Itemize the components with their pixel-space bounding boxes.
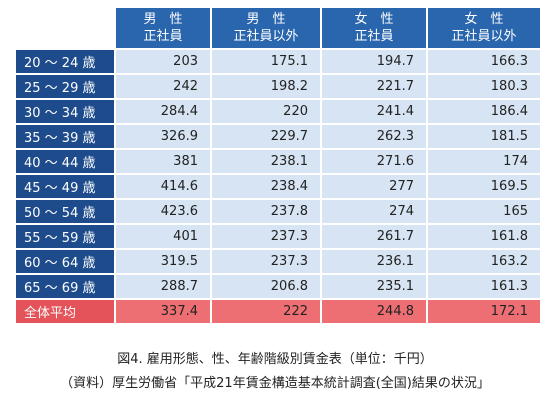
cell-value: 277 xyxy=(320,173,428,200)
cell-value: 236.1 xyxy=(320,248,428,275)
cell-value: 319.5 xyxy=(114,248,212,275)
row-label: 40 ～ 44 歳 xyxy=(14,148,116,175)
header-line: 正社員以外 xyxy=(233,29,299,44)
caption: 図4. 雇用形態、性、年齢階級別賃金表（単位：千円） xyxy=(117,352,433,367)
cell-value: 181.5 xyxy=(426,123,542,150)
cell-value: 241.4 xyxy=(320,98,428,125)
cell-value: 284.4 xyxy=(114,98,212,125)
cell-value: 161.3 xyxy=(426,273,542,300)
row-label: 25 ～ 29 歳 xyxy=(14,73,116,100)
table-row: 55 ～ 59 歳 401 237.3 261.7 161.8 xyxy=(14,223,542,250)
column-header: 女 性正社員以外 xyxy=(426,6,542,50)
cell-value: 163.2 xyxy=(426,248,542,275)
cell-value: 221.7 xyxy=(320,73,428,100)
cell-value: 198.2 xyxy=(210,73,322,100)
cell-value: 175.1 xyxy=(210,48,322,75)
cell-value: 174 xyxy=(426,148,542,175)
header-row: 男 性正社員男 性正社員以外女 性正社員女 性正社員以外 xyxy=(14,6,542,50)
header-line: 女 性 xyxy=(354,12,394,27)
row-label: 50 ～ 54 歳 xyxy=(14,198,116,225)
cell-value: 180.3 xyxy=(426,73,542,100)
row-label: 30 ～ 34 歳 xyxy=(14,98,116,125)
cell-value: 237.3 xyxy=(210,223,322,250)
cell-value: 165 xyxy=(426,198,542,225)
cell-value: 194.7 xyxy=(320,48,428,75)
row-label: 35 ～ 39 歳 xyxy=(14,123,116,150)
header-line: 正社員 xyxy=(354,29,394,44)
cell-value: 288.7 xyxy=(114,273,212,300)
header-line: 女 性 xyxy=(464,12,504,27)
cell-value: 220 xyxy=(210,98,322,125)
table-row: 20 ～ 24 歳 203 175.1 194.7 166.3 xyxy=(14,48,542,75)
corner-cell xyxy=(14,6,116,50)
column-header: 男 性正社員以外 xyxy=(210,6,322,50)
cell-value: 229.7 xyxy=(210,123,322,150)
cell-value: 326.9 xyxy=(114,123,212,150)
cell-value: 423.6 xyxy=(114,198,212,225)
table-row: 65 ～ 69 歳 288.7 206.8 235.1 161.3 xyxy=(14,273,542,300)
table-row: 45 ～ 49 歳 414.6 238.4 277 169.5 xyxy=(14,173,542,200)
cell-value: 242 xyxy=(114,73,212,100)
cell-value: 401 xyxy=(114,223,212,250)
table-row: 60 ～ 64 歳 319.5 237.3 236.1 163.2 xyxy=(14,248,542,275)
cell-value: 186.4 xyxy=(426,98,542,125)
row-label: 60 ～ 64 歳 xyxy=(14,248,116,275)
cell-value: 271.6 xyxy=(320,148,428,175)
cell-value: 238.1 xyxy=(210,148,322,175)
table-row: 40 ～ 44 歳 381 238.1 271.6 174 xyxy=(14,148,542,175)
cell-value: 244.8 xyxy=(320,298,428,325)
cell-value: 262.3 xyxy=(320,123,428,150)
cell-value: 169.5 xyxy=(426,173,542,200)
cell-value: 206.8 xyxy=(210,273,322,300)
cell-value: 414.6 xyxy=(114,173,212,200)
header-line: 正社員 xyxy=(143,29,183,44)
cell-value: 161.8 xyxy=(426,223,542,250)
cell-value: 237.3 xyxy=(210,248,322,275)
table-row: 50 ～ 54 歳 423.6 237.8 274 165 xyxy=(14,198,542,225)
cell-value: 381 xyxy=(114,148,212,175)
table-row: 30 ～ 34 歳 284.4 220 241.4 186.4 xyxy=(14,98,542,125)
source: （資料）厚生労働省「平成21年賃金構造基本統計調査(全国)結果の状況」 xyxy=(60,376,490,391)
cell-value: 261.7 xyxy=(320,223,428,250)
cell-value: 337.4 xyxy=(114,298,212,325)
row-label: 55 ～ 59 歳 xyxy=(14,223,116,250)
column-header: 男 性正社員 xyxy=(114,6,212,50)
cell-value: 222 xyxy=(210,298,322,325)
cell-value: 238.4 xyxy=(210,173,322,200)
row-label: 全体平均 xyxy=(14,298,116,325)
cell-value: 166.3 xyxy=(426,48,542,75)
header-line: 男 性 xyxy=(246,12,286,27)
row-label: 45 ～ 49 歳 xyxy=(14,173,116,200)
row-label: 65 ～ 69 歳 xyxy=(14,273,116,300)
table-body: 20 ～ 24 歳 203 175.1 194.7 166.3 25 ～ 29 歳 242 1… xyxy=(14,48,542,325)
cell-value: 235.1 xyxy=(320,273,428,300)
cell-value: 172.1 xyxy=(426,298,542,325)
cell-value: 203 xyxy=(114,48,212,75)
wage-table: 男 性正社員男 性正社員以外女 性正社員女 性正社員以外 20 ～ 24 歳 20… xyxy=(14,6,542,325)
row-label: 20 ～ 24 歳 xyxy=(14,48,116,75)
header-line: 男 性 xyxy=(143,12,183,27)
column-header: 女 性正社員 xyxy=(320,6,428,50)
header-line: 正社員以外 xyxy=(451,29,517,44)
table-row: 25 ～ 29 歳 242 198.2 221.7 180.3 xyxy=(14,73,542,100)
cell-value: 274 xyxy=(320,198,428,225)
cell-value: 237.8 xyxy=(210,198,322,225)
total-row: 全体平均 337.4 222 244.8 172.1 xyxy=(14,298,542,325)
table-row: 35 ～ 39 歳 326.9 229.7 262.3 181.5 xyxy=(14,123,542,150)
